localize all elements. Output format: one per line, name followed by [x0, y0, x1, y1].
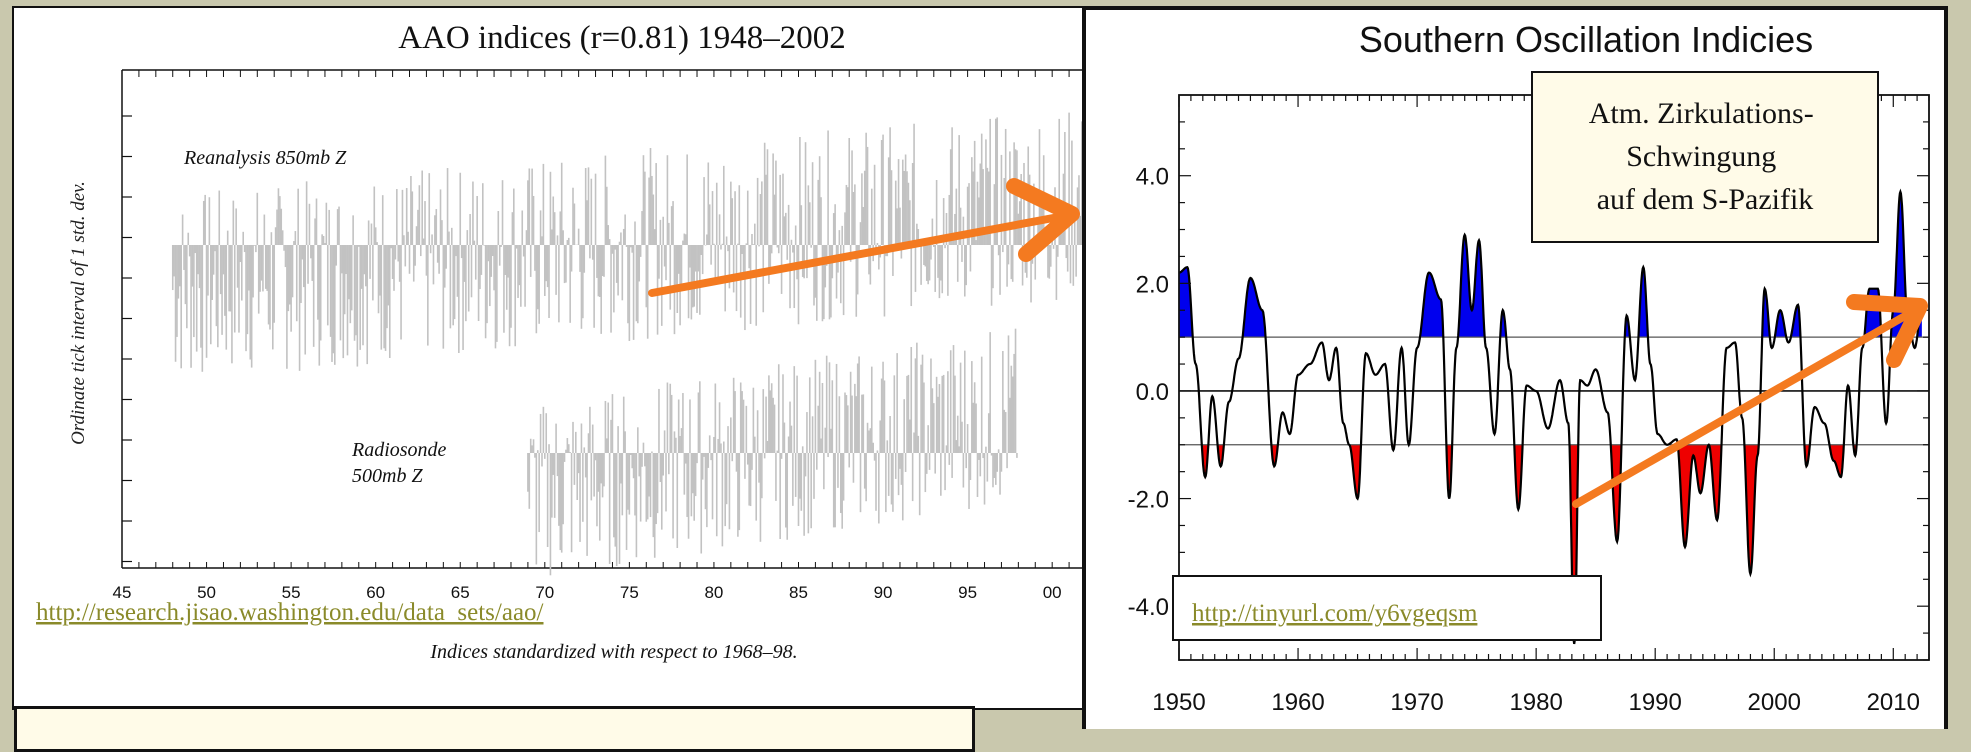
- aao-x-tick-label: 85: [789, 583, 808, 602]
- svg-text:Atm. Zirkulations- S: Atm. Zirkulations- Schwingung auf dem S-…: [1589, 97, 1821, 216]
- annotation-box: Atm. Zirkulations- Schwingung auf dem S-…: [1531, 71, 1879, 243]
- soi-y-tick-label: -4.0: [1128, 594, 1169, 621]
- aao-x-tick-label: 70: [535, 583, 554, 602]
- soi-y-tick-labels: 4.0 2.0 0.0 -2.0 -4.0: [1128, 164, 1169, 621]
- aao-ylabel: Ordinate tick interval of 1 std. dev.: [68, 181, 89, 445]
- soi-positive-fill: [1242, 277, 1265, 338]
- soi-negative-fill: [1678, 444, 1709, 547]
- soi-title: Southern Oscillation Indicies: [1359, 19, 1813, 60]
- caption-box: [14, 706, 975, 752]
- orange-arrow-left: [648, 178, 1080, 297]
- aao-title: AAO indices (r=0.81) 1948–2002: [398, 20, 846, 56]
- soi-x-tick-label: 2010: [1867, 689, 1920, 716]
- aao-bars-reanalysis: [171, 112, 1084, 372]
- aao-x-tick-label: 65: [451, 583, 470, 602]
- soi-positive-fill: [1458, 234, 1485, 338]
- soi-line: [1178, 188, 1923, 645]
- annotation-line-3: auf dem S-Pazifik: [1597, 183, 1814, 216]
- soi-x-tick-label: 1990: [1628, 689, 1681, 716]
- soi-x-tick-label: 1970: [1390, 689, 1443, 716]
- aao-x-tick-label: 60: [366, 583, 385, 602]
- aao-chart: AAO indices (r=0.81) 1948–2002 Ordinate …: [36, 20, 1084, 663]
- soi-y-tick-label: 0.0: [1136, 379, 1169, 406]
- aao-x-tick-label: 95: [958, 583, 977, 602]
- annotation-line-1: Atm. Zirkulations-: [1589, 97, 1814, 130]
- soi-y-tick-label: -2.0: [1128, 487, 1169, 514]
- soi-x-tick-label: 2000: [1748, 689, 1801, 716]
- aao-chart-panel: AAO indices (r=0.81) 1948–2002 Ordinate …: [12, 6, 1086, 710]
- aao-x-tick-labels: 45 50 55 60 65 70 75 80 85 90 95 00: [113, 583, 1062, 602]
- aao-x-tick-label: 55: [282, 583, 301, 602]
- soi-negative-fill: [1829, 444, 1844, 478]
- soi-link-box[interactable]: http://tinyurl.com/y6vgeqsm: [1172, 575, 1602, 641]
- soi-x-tick-label: 1980: [1509, 689, 1562, 716]
- soi-x-tick-label: 1950: [1152, 689, 1205, 716]
- aao-x-tick-label: 75: [620, 583, 639, 602]
- aao-series-label-radiosonde: Radiosonde 500mb Z: [351, 439, 451, 487]
- aao-x-tick-label: 45: [113, 583, 132, 602]
- aao-axes: [121, 69, 1084, 569]
- soi-positive-fill: [1638, 267, 1648, 338]
- soi-chart-panel: Southern Oscillation Indicies 4.0 2.0 0.0 -…: [1082, 6, 1948, 729]
- aao-source-link[interactable]: http://research.jisao.washington.edu/dat…: [36, 599, 544, 626]
- aao-series-label-reanalysis: Reanalysis 850mb Z: [183, 147, 347, 169]
- aao-x-tick-label: 50: [197, 583, 216, 602]
- soi-x-tick-labels: 1950 1960 1970 1980 1990 2000 2010: [1152, 689, 1920, 716]
- aao-x-tick-label: 80: [704, 583, 723, 602]
- aao-x-tick-label: 90: [874, 583, 893, 602]
- annotation-line-2: Schwingung: [1626, 140, 1776, 173]
- slide: AAO indices (r=0.81) 1948–2002 Ordinate …: [12, 6, 1948, 752]
- orange-arrow-right: [1572, 294, 1928, 508]
- aao-x-tick-label: 00: [1043, 583, 1062, 602]
- soi-chart: Southern Oscillation Indicies 4.0 2.0 0.0 -…: [1128, 19, 1930, 716]
- aao-xlabel: Indices standardized with respect to 196…: [429, 641, 797, 663]
- soi-y-tick-label: 2.0: [1136, 271, 1169, 298]
- soi-source-link[interactable]: http://tinyurl.com/y6vgeqsm: [1192, 600, 1478, 627]
- soi-x-tick-label: 1960: [1271, 689, 1324, 716]
- aao-bars-radiosonde: [527, 328, 1018, 576]
- soi-y-tick-label: 4.0: [1136, 164, 1169, 191]
